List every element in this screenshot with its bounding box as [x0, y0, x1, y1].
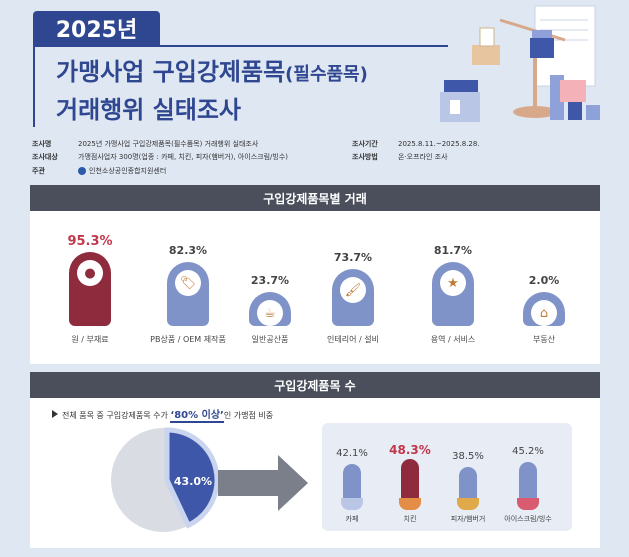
- coffee-icon: [341, 498, 363, 510]
- value-label: 82.3%: [168, 244, 208, 257]
- tube-ice-cream: [519, 462, 537, 498]
- title-frame: [33, 45, 448, 127]
- tag-bag-icon: 🏷: [175, 270, 201, 296]
- main-title-line2: 거래행위 실태조사: [56, 96, 241, 124]
- survey-name: 2025년 가맹사업 구입강제품목(필수품목) 거래행위 실태조사: [78, 140, 259, 148]
- tube-chicken: [401, 459, 419, 498]
- category-label: 용역 / 서비스: [430, 335, 476, 344]
- category-label: 원 / 부재료: [71, 335, 109, 344]
- title-paren: (필수품목): [285, 64, 368, 85]
- method-label: 조사방법: [352, 153, 378, 161]
- note-suffix: 인 가맹점 비중: [223, 411, 274, 420]
- section2-header: 구입강제품목 수: [30, 372, 600, 398]
- host-logo-icon: [78, 167, 86, 175]
- industry-label: 아이스크림/빙수: [504, 515, 552, 523]
- industry-label: 피자/햄버거: [450, 515, 486, 523]
- main-title-line1: 가맹사업 구입강제품목(필수품목): [56, 52, 368, 87]
- value-label: 95.3%: [67, 234, 113, 249]
- value-label: 38.5%: [452, 451, 484, 462]
- house-icon: ⌂: [531, 300, 557, 326]
- survey-method: 온·오프라인 조사: [398, 153, 448, 161]
- industry-box: 42.1% 카페 48.3% 치킨 38.5% 피자/햄버거 45.2% 아이스크림/빙수: [322, 423, 572, 531]
- chicken-icon: [399, 498, 421, 510]
- host-label: 주관: [32, 167, 45, 175]
- industry-label: 카페: [345, 515, 359, 523]
- industry-label: 치킨: [403, 515, 417, 523]
- ice-cream-icon: [517, 498, 539, 510]
- value-label: 2.0%: [528, 274, 560, 287]
- paint-brush-icon: 🖌: [340, 277, 366, 303]
- value-label: 48.3%: [389, 443, 431, 457]
- pie-slice-80-plus: [164, 427, 220, 529]
- pizza-burger-icon: [457, 498, 479, 510]
- value-label: 73.7%: [333, 251, 373, 264]
- cup-icon: ☕: [257, 300, 283, 326]
- target-label: 조사대상: [32, 153, 58, 161]
- survey-period: 2025.8.11.~2025.8.28.: [398, 140, 480, 148]
- pie-label: 43.0%: [174, 475, 212, 488]
- section2-note: 전체 품목 중 구입강제품목 수가 ‘80% 이상’인 가맹점 비중: [52, 406, 274, 423]
- section1-header: 구입강제품목별 거래: [30, 185, 600, 211]
- arrow-right-icon: [218, 455, 308, 511]
- bullet-triangle-icon: [52, 410, 58, 418]
- tube-coffee: [343, 464, 361, 498]
- coffee-beans-icon: ●: [77, 260, 103, 286]
- store-scale-illustration: [440, 5, 600, 122]
- category-label: 일반공산품: [251, 335, 289, 344]
- category-label: 인테리어 / 설비: [327, 335, 379, 344]
- category-label: PB상품 / OEM 제작품: [150, 335, 226, 344]
- tube-pizza-burger: [459, 467, 477, 498]
- footer-strip: [30, 548, 600, 557]
- period-label: 조사기간: [352, 140, 378, 148]
- note-prefix: 전체 품목 중 구입강제품목 수가: [62, 411, 171, 420]
- value-label: 45.2%: [512, 446, 544, 457]
- title-main: 가맹사업 구입강제품목: [56, 58, 286, 86]
- host-name: 인천소상공인종합지원센터: [89, 167, 167, 175]
- hand-star-icon: ★: [440, 270, 466, 296]
- pie-chart: 43.0%: [111, 427, 308, 532]
- category-label: 부동산: [532, 335, 556, 344]
- value-label: 42.1%: [336, 448, 368, 459]
- note-highlight: ‘80% 이상’: [170, 410, 224, 423]
- survey-target: 가맹점사업자 300명(업종 : 카페, 치킨, 피자(햄버거), 아이스크림/…: [78, 153, 289, 161]
- year-tab: 2025년: [33, 11, 160, 45]
- value-label: 23.7%: [250, 274, 290, 287]
- section1-panel: ● 95.3% 원 / 부재료 🏷 82.3% PB상품 / OEM 제작품 ☕ 23.7% 일…: [30, 211, 600, 364]
- survey-info: 조사명 2025년 가맹사업 구입강제품목(필수품목) 거래행위 실태조사 조사대…: [30, 135, 600, 183]
- survey-name-label: 조사명: [32, 140, 52, 148]
- value-label: 81.7%: [433, 244, 473, 257]
